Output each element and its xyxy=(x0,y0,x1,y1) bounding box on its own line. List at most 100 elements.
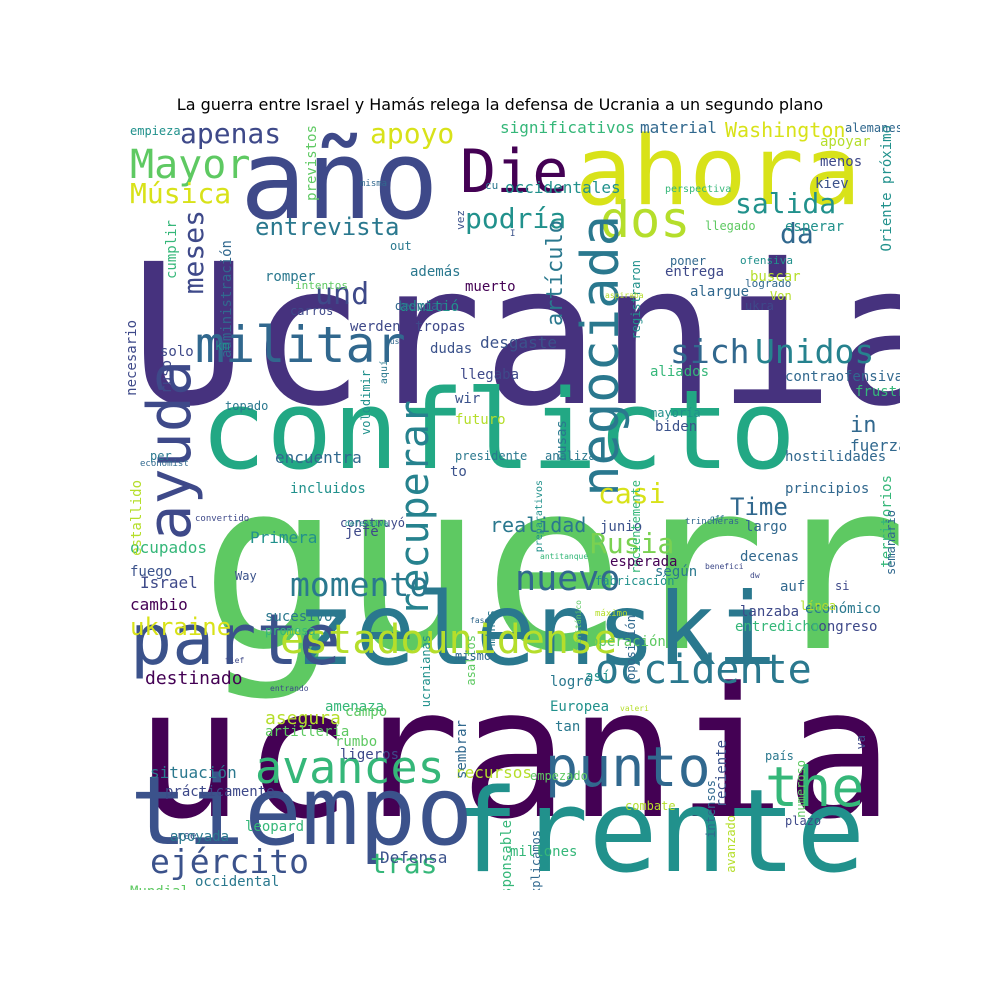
cloud-word: esperada xyxy=(610,554,678,570)
cloud-word: carros xyxy=(290,304,334,318)
cloud-word: empieza xyxy=(130,124,181,138)
cloud-word: valeri xyxy=(620,704,649,713)
cloud-word: construyó xyxy=(340,516,406,530)
cloud-word: poner xyxy=(670,254,707,268)
cloud-word: perspectiva xyxy=(665,184,732,195)
cloud-word: congreso xyxy=(810,619,878,635)
cloud-word: alargue xyxy=(690,284,750,300)
cloud-word: ejército xyxy=(150,842,309,881)
cloud-word: kiev xyxy=(815,176,849,192)
cloud-word: conflicto xyxy=(200,366,797,494)
cloud-word: vez xyxy=(454,210,467,230)
cloud-word: asegura xyxy=(265,708,341,729)
cloud-word: hostilidades xyxy=(785,449,887,465)
cloud-word: aquí xyxy=(379,360,390,385)
cloud-word: Way xyxy=(235,569,257,583)
cloud-word: Música xyxy=(130,177,232,210)
cloud-word: leopard xyxy=(245,819,305,835)
cloud-word: tan xyxy=(555,719,581,735)
cloud-word: preparativos xyxy=(534,480,545,553)
cloud-word: cu xyxy=(485,179,499,192)
cloud-word: cumplir xyxy=(164,220,180,280)
cloud-word: ukraine xyxy=(130,613,232,641)
cloud-word: frustrado xyxy=(855,384,900,400)
cloud-word: dudas xyxy=(430,341,473,357)
cloud-word: además xyxy=(410,264,461,280)
cloud-word: benefici xyxy=(705,562,744,571)
cloud-word: línea xyxy=(800,599,837,613)
cloud-word: analiza xyxy=(545,449,596,463)
cloud-word: desgaste xyxy=(480,333,558,352)
cloud-word: va xyxy=(854,735,868,750)
cloud-word: incluidos xyxy=(290,481,366,497)
cloud-word: millones xyxy=(510,844,578,860)
cloud-word: según xyxy=(655,564,698,580)
cloud-word: Israel xyxy=(140,573,198,592)
cloud-word: junio xyxy=(600,519,643,535)
cloud-word: volodimir xyxy=(359,370,373,436)
cloud-word: prácticamente xyxy=(165,784,275,800)
cloud-word: occidental xyxy=(195,874,280,890)
cloud-word: Rusia xyxy=(590,527,675,560)
cloud-word: contraofensiva xyxy=(785,369,900,385)
cloud-word: to xyxy=(450,464,467,480)
cloud-word: apoyar xyxy=(820,134,871,150)
cloud-word: Die xyxy=(460,137,569,207)
cloud-word: desviar xyxy=(395,299,446,313)
cloud-word: presidente xyxy=(455,449,528,463)
cloud-word: tiempo xyxy=(130,757,474,867)
cloud-word: Primera xyxy=(250,528,318,547)
cloud-word: admitió xyxy=(400,299,460,315)
cloud-word: entredicho xyxy=(735,619,820,635)
cloud-word: numeroso xyxy=(794,760,808,818)
cloud-word: rumbo xyxy=(335,734,378,750)
cloud-word: operación xyxy=(590,634,666,650)
cloud-word: antitanque xyxy=(540,552,589,561)
cloud-word: mayoría xyxy=(650,406,701,420)
cloud-word: logró xyxy=(550,674,593,690)
cloud-word: país xyxy=(765,749,794,763)
cloud-word: material xyxy=(640,120,718,137)
cloud-word: británico xyxy=(574,600,583,644)
cloud-word: Von xyxy=(770,289,792,303)
cloud-word: decenas xyxy=(740,549,800,565)
cloud-word: podría xyxy=(465,202,567,235)
cloud-word: Washington xyxy=(725,120,846,142)
cloud-word: máximo xyxy=(595,609,628,619)
cloud-word: llegado xyxy=(705,219,756,233)
cloud-word: fabricación xyxy=(595,574,675,588)
cloud-word: trincheras xyxy=(685,517,740,527)
cloud-word: jefe xyxy=(345,524,379,540)
cloud-word: largo xyxy=(745,519,788,535)
cloud-word: sucesivos xyxy=(265,609,341,625)
cloud-word: estallido xyxy=(129,480,145,556)
cloud-word: occidentales xyxy=(505,178,621,197)
cloud-word: cree xyxy=(170,829,197,842)
cloud-word: intentos xyxy=(295,279,348,292)
cloud-word: zelenski xyxy=(295,571,777,688)
cloud-word: topado xyxy=(225,399,269,413)
cloud-word: zus xyxy=(385,337,400,346)
cloud-word: frente xyxy=(450,765,866,890)
cloud-word: werden xyxy=(350,319,401,335)
cloud-word: encuentra xyxy=(275,448,362,467)
cloud-word: nuevo xyxy=(515,559,621,599)
cloud-word: apenas xyxy=(180,120,282,150)
word-cloud: Ucraniaguerraucranianoconflictozelenskif… xyxy=(125,120,900,890)
cloud-word: amenaza xyxy=(325,699,385,715)
cloud-word: ofensiva xyxy=(740,254,793,267)
cloud-word: promesa xyxy=(265,624,316,638)
cloud-word: artículo xyxy=(543,220,568,326)
cloud-word: apoyada xyxy=(170,829,230,845)
cloud-word: empezado xyxy=(530,769,588,783)
cloud-word: fuego xyxy=(130,564,173,580)
cloud-word: mismo xyxy=(455,649,492,663)
cloud-word: in xyxy=(850,413,877,438)
cloud-word: avanzado xyxy=(724,815,738,873)
cloud-word: salida xyxy=(735,187,837,220)
cloud-word: principios xyxy=(785,481,870,497)
cloud-word: rusas xyxy=(554,420,570,463)
cloud-word: necesario xyxy=(125,320,140,396)
cloud-word: entrando xyxy=(270,684,309,693)
cloud-word: esperar xyxy=(785,219,845,235)
